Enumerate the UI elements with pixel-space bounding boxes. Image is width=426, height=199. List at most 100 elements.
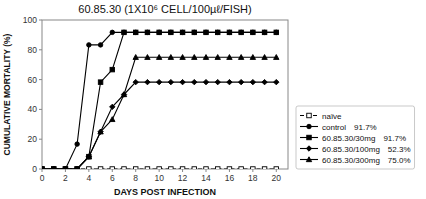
y-tick-label: 20 — [28, 134, 38, 144]
point — [98, 43, 103, 48]
legend-marker — [306, 157, 311, 162]
point — [157, 30, 162, 35]
point — [168, 55, 173, 60]
point — [192, 79, 197, 84]
y-tick-label: 100 — [23, 15, 37, 25]
legend-label: 60.85.30/100mg — [322, 145, 380, 154]
point — [262, 79, 267, 84]
x-tick — [182, 169, 183, 172]
point — [227, 30, 232, 35]
legend-pct: 91.7% — [354, 123, 377, 132]
point — [274, 167, 279, 169]
series — [42, 30, 279, 169]
point — [122, 30, 127, 35]
legend-marker — [306, 146, 311, 151]
y-tick-label: 40 — [28, 104, 38, 114]
point — [262, 167, 267, 169]
series-line — [42, 57, 276, 169]
point — [192, 55, 197, 60]
point — [145, 167, 150, 169]
legend-pct: 91.7% — [383, 134, 406, 143]
point — [192, 167, 197, 169]
y-tick — [39, 139, 42, 140]
series — [42, 30, 279, 169]
point — [110, 104, 115, 109]
point — [180, 55, 185, 60]
point — [204, 30, 209, 35]
point — [251, 30, 256, 35]
point — [169, 30, 174, 35]
point — [133, 30, 138, 35]
x-tick — [159, 169, 160, 172]
point — [63, 167, 68, 169]
y-tick-label: 60 — [28, 75, 38, 85]
x-tick — [276, 169, 277, 172]
x-tick-label: 8 — [133, 173, 138, 183]
point — [215, 167, 220, 169]
plot-area — [42, 30, 279, 169]
series-line — [42, 32, 276, 169]
x-tick — [88, 169, 89, 172]
y-tick — [39, 169, 42, 170]
x-tick-label: 4 — [86, 173, 91, 183]
x-tick-label: 0 — [40, 173, 45, 183]
x-tick — [112, 169, 113, 172]
point — [204, 167, 209, 169]
point — [98, 80, 103, 85]
point — [274, 30, 279, 35]
legend-label: naïve — [322, 112, 342, 121]
point — [262, 30, 267, 35]
y-axis-label: CUMULATIVE MORTALITY (%) — [2, 33, 12, 155]
point — [169, 30, 174, 35]
point — [110, 117, 115, 122]
legend-label: 60.85.30/300mg — [322, 156, 380, 165]
point — [227, 30, 232, 35]
point — [133, 55, 138, 60]
point — [203, 79, 208, 84]
x-tick-label: 12 — [178, 173, 188, 183]
point — [169, 167, 174, 169]
point — [110, 30, 115, 35]
chart: 0246810121416182002040608010060.85.30 (1… — [0, 0, 426, 199]
point — [180, 167, 185, 169]
series — [42, 79, 279, 169]
point — [145, 30, 150, 35]
point — [86, 154, 91, 159]
point — [51, 167, 56, 169]
point — [42, 166, 45, 169]
y-tick — [39, 49, 42, 50]
series — [42, 167, 279, 169]
point — [63, 167, 68, 169]
point — [122, 167, 127, 169]
point — [192, 30, 197, 35]
title: 60.85.30 (1X10⁶ CELL/100µℓ/FISH) — [78, 3, 251, 15]
point — [227, 55, 232, 60]
y-tick — [39, 20, 42, 21]
point — [215, 30, 220, 35]
y-tick — [39, 109, 42, 110]
point — [274, 79, 279, 84]
point — [215, 30, 220, 35]
point — [262, 55, 267, 60]
point — [121, 92, 126, 97]
point — [51, 167, 56, 169]
point — [215, 55, 220, 60]
x-tick — [206, 169, 207, 172]
x-tick-label: 18 — [248, 173, 258, 183]
y-tick-label: 0 — [32, 164, 37, 174]
point — [86, 154, 91, 159]
x-tick — [65, 169, 66, 172]
point — [203, 55, 208, 60]
point — [110, 167, 115, 169]
point — [87, 43, 92, 48]
point — [250, 79, 255, 84]
point — [156, 79, 161, 84]
x-tick — [135, 169, 136, 172]
point — [274, 55, 279, 60]
point — [157, 167, 162, 169]
legend-marker — [307, 124, 312, 129]
point — [251, 30, 256, 35]
legend-pct: 75.0% — [388, 156, 411, 165]
point — [180, 79, 185, 84]
y-tick — [39, 79, 42, 80]
